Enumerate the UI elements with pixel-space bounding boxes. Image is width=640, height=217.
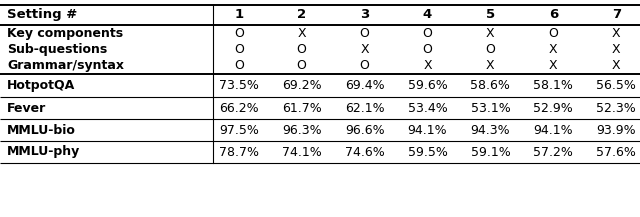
- Text: 53.4%: 53.4%: [408, 102, 447, 115]
- Text: 62.1%: 62.1%: [345, 102, 385, 115]
- Text: 74.1%: 74.1%: [282, 146, 321, 158]
- Text: 58.1%: 58.1%: [533, 79, 573, 92]
- Text: O: O: [548, 27, 558, 40]
- Text: 66.2%: 66.2%: [219, 102, 259, 115]
- Text: 69.4%: 69.4%: [345, 79, 385, 92]
- Text: Sub-questions: Sub-questions: [7, 43, 108, 56]
- Text: Grammar/syntax: Grammar/syntax: [7, 59, 124, 72]
- Text: HotpotQA: HotpotQA: [7, 79, 76, 92]
- Text: O: O: [297, 43, 307, 56]
- Text: 94.3%: 94.3%: [470, 123, 510, 136]
- Text: 57.2%: 57.2%: [533, 146, 573, 158]
- Text: X: X: [360, 43, 369, 56]
- Text: O: O: [297, 59, 307, 72]
- Text: X: X: [298, 27, 306, 40]
- Text: Key components: Key components: [7, 27, 123, 40]
- Text: 94.1%: 94.1%: [408, 123, 447, 136]
- Text: 97.5%: 97.5%: [219, 123, 259, 136]
- Text: 56.5%: 56.5%: [596, 79, 636, 92]
- Text: X: X: [486, 27, 495, 40]
- Text: 5: 5: [486, 8, 495, 21]
- Text: 74.6%: 74.6%: [345, 146, 385, 158]
- Text: X: X: [612, 59, 621, 72]
- Text: X: X: [612, 43, 621, 56]
- Text: Setting #: Setting #: [7, 8, 77, 21]
- Text: 73.5%: 73.5%: [219, 79, 259, 92]
- Text: 1: 1: [234, 8, 243, 21]
- Text: O: O: [360, 27, 369, 40]
- Text: X: X: [549, 59, 557, 72]
- Text: 59.1%: 59.1%: [470, 146, 510, 158]
- Text: 4: 4: [423, 8, 432, 21]
- Text: 57.6%: 57.6%: [596, 146, 636, 158]
- Text: O: O: [422, 27, 433, 40]
- Text: 52.3%: 52.3%: [596, 102, 636, 115]
- Text: 7: 7: [612, 8, 621, 21]
- Text: 96.3%: 96.3%: [282, 123, 321, 136]
- Text: 52.9%: 52.9%: [534, 102, 573, 115]
- Text: X: X: [423, 59, 432, 72]
- Text: 61.7%: 61.7%: [282, 102, 321, 115]
- Text: X: X: [612, 27, 621, 40]
- Text: 93.9%: 93.9%: [596, 123, 636, 136]
- Text: 58.6%: 58.6%: [470, 79, 510, 92]
- Text: 96.6%: 96.6%: [345, 123, 385, 136]
- Text: O: O: [234, 43, 244, 56]
- Text: O: O: [422, 43, 433, 56]
- Text: 78.7%: 78.7%: [219, 146, 259, 158]
- Text: O: O: [486, 43, 495, 56]
- Text: 53.1%: 53.1%: [470, 102, 510, 115]
- Text: MMLU-bio: MMLU-bio: [7, 123, 76, 136]
- Text: O: O: [360, 59, 369, 72]
- Text: 69.2%: 69.2%: [282, 79, 321, 92]
- Text: 3: 3: [360, 8, 369, 21]
- Text: MMLU-phy: MMLU-phy: [7, 146, 80, 158]
- Text: 2: 2: [297, 8, 306, 21]
- Text: 94.1%: 94.1%: [534, 123, 573, 136]
- Text: O: O: [234, 27, 244, 40]
- Text: 6: 6: [548, 8, 558, 21]
- Text: O: O: [234, 59, 244, 72]
- Text: X: X: [549, 43, 557, 56]
- Text: Fever: Fever: [7, 102, 46, 115]
- Text: X: X: [486, 59, 495, 72]
- Text: 59.5%: 59.5%: [408, 146, 447, 158]
- Text: 59.6%: 59.6%: [408, 79, 447, 92]
